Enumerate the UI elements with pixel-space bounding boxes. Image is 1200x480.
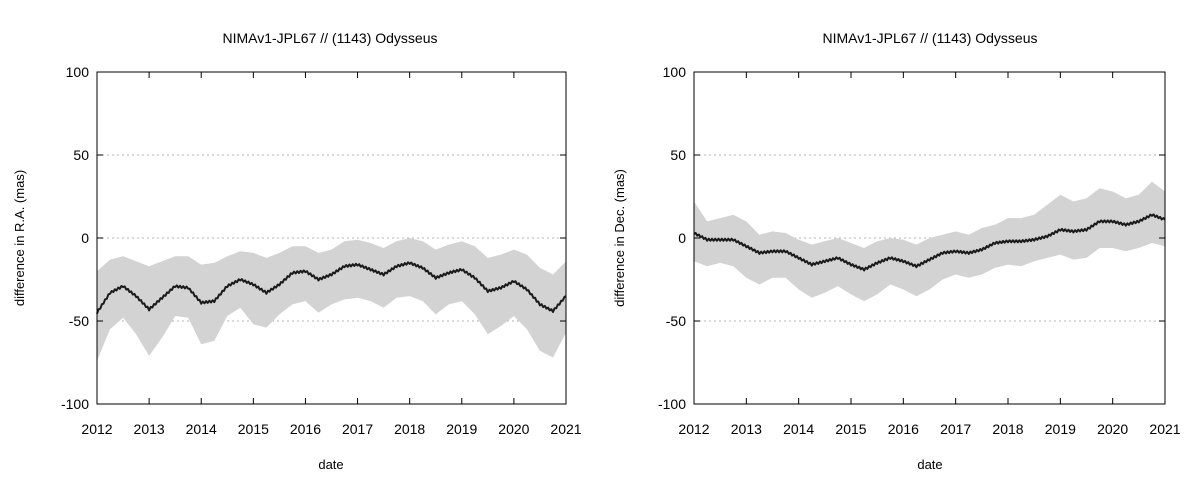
y-tick-label: 0 (81, 230, 89, 246)
x-tick-label: 2019 (1045, 421, 1076, 437)
ra-chart-x-axis: 2012 2013 2014 2015 2016 2017 2018 2019 … (81, 421, 581, 437)
ra-chart-title: NIMAv1-JPL67 // (1143) Odysseus (222, 30, 437, 46)
dec-chart-x-axis: 2012 2013 2014 2015 2016 2017 2018 2019 … (678, 421, 1180, 437)
x-tick-label: 2021 (1149, 421, 1180, 437)
ra-chart-xlabel: date (318, 457, 343, 472)
x-tick-label: 2015 (835, 421, 866, 437)
y-tick-label: 50 (73, 147, 89, 163)
x-tick-label: 2021 (550, 421, 581, 437)
ra-uncertainty-band (97, 238, 566, 361)
x-tick-label: 2016 (290, 421, 321, 437)
x-tick-label: 2013 (731, 421, 762, 437)
y-tick-label: 100 (663, 64, 687, 80)
x-tick-label: 2020 (498, 421, 529, 437)
x-tick-label: 2012 (81, 421, 112, 437)
dec-series-line (693, 213, 1166, 272)
x-tick-label: 2014 (783, 421, 814, 437)
y-tick-label: 100 (66, 64, 90, 80)
x-tick-label: 2017 (342, 421, 373, 437)
dec-chart-ylabel: difference in Dec. (mas) (612, 169, 627, 307)
ra-chart: NIMAv1-JPL67 // (1143) Odysseus differen… (12, 30, 582, 472)
x-tick-label: 2015 (238, 421, 269, 437)
y-tick-label: 0 (678, 230, 686, 246)
y-tick-label: -50 (69, 313, 89, 329)
x-tick-label: 2017 (940, 421, 971, 437)
dec-chart-xlabel: date (917, 457, 942, 472)
dec-chart-y-axis: -100 -50 0 50 100 (658, 64, 686, 412)
x-tick-label: 2016 (888, 421, 919, 437)
dec-chart-title: NIMAv1-JPL67 // (1143) Odysseus (822, 30, 1037, 46)
x-tick-label: 2020 (1097, 421, 1128, 437)
ra-chart-plot-area (96, 238, 567, 361)
y-tick-label: -100 (658, 396, 686, 412)
x-tick-label: 2018 (394, 421, 425, 437)
ra-chart-y-axis: -100 -50 0 50 100 (61, 64, 89, 412)
ra-series-line (96, 261, 567, 315)
ra-chart-ylabel: difference in R.A. (mas) (12, 170, 27, 306)
x-tick-label: 2012 (678, 421, 709, 437)
dec-chart-plot-area (693, 181, 1166, 302)
x-tick-label: 2013 (134, 421, 165, 437)
dec-uncertainty-band (694, 181, 1165, 302)
y-tick-label: -100 (61, 396, 89, 412)
y-tick-label: -50 (666, 313, 686, 329)
x-tick-label: 2019 (446, 421, 477, 437)
x-tick-label: 2014 (186, 421, 217, 437)
x-tick-label: 2018 (992, 421, 1023, 437)
dec-chart: NIMAv1-JPL67 // (1143) Odysseus differen… (612, 30, 1181, 472)
y-tick-label: 50 (670, 147, 686, 163)
